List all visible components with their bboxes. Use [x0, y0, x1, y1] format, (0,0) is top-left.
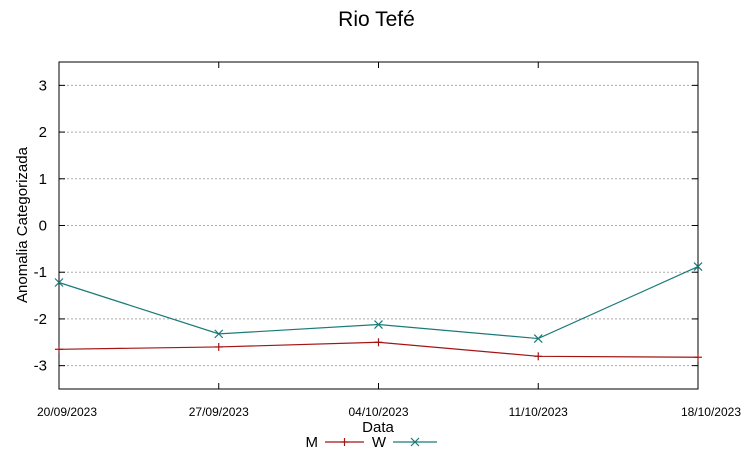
y-tick-label: 3	[39, 77, 47, 94]
y-axis-ticks: -3 -2 -1 0 1 2 3	[34, 77, 698, 375]
series-W	[54, 262, 703, 343]
legend-label: W	[372, 434, 387, 451]
y-tick-label: 1	[39, 171, 47, 188]
series-M	[55, 338, 702, 362]
x-axis-ticks: 20/09/2023 27/09/2023 04/10/2023 11/10/2023…	[37, 62, 741, 419]
data-point	[54, 278, 64, 287]
data-point	[533, 334, 543, 343]
grid-lines	[59, 84, 698, 367]
x-tick-label: 11/10/2023	[509, 405, 568, 419]
x-tick-label: 27/09/2023	[189, 405, 249, 419]
x-tick-label: 20/09/2023	[37, 405, 97, 419]
y-tick-label: -1	[34, 264, 47, 281]
chart-title: Rio Tefé	[338, 8, 415, 31]
legend-label: M	[306, 434, 319, 451]
x-axis-label: Data	[362, 419, 394, 436]
series-lines	[54, 262, 703, 362]
y-tick-label: -2	[34, 311, 47, 328]
series-line	[58, 266, 699, 340]
y-axis-label: Anomalia Categorizada	[14, 146, 31, 303]
y-tick-label: 2	[39, 124, 47, 141]
y-tick-label: -3	[34, 358, 47, 375]
data-point	[693, 262, 703, 272]
y-tick-label: 0	[39, 218, 47, 235]
data-point	[410, 437, 420, 447]
data-point	[374, 320, 383, 329]
data-point	[214, 329, 224, 339]
x-tick-label: 04/10/2023	[348, 405, 408, 419]
x-tick-label: 18/10/2023	[681, 405, 741, 419]
